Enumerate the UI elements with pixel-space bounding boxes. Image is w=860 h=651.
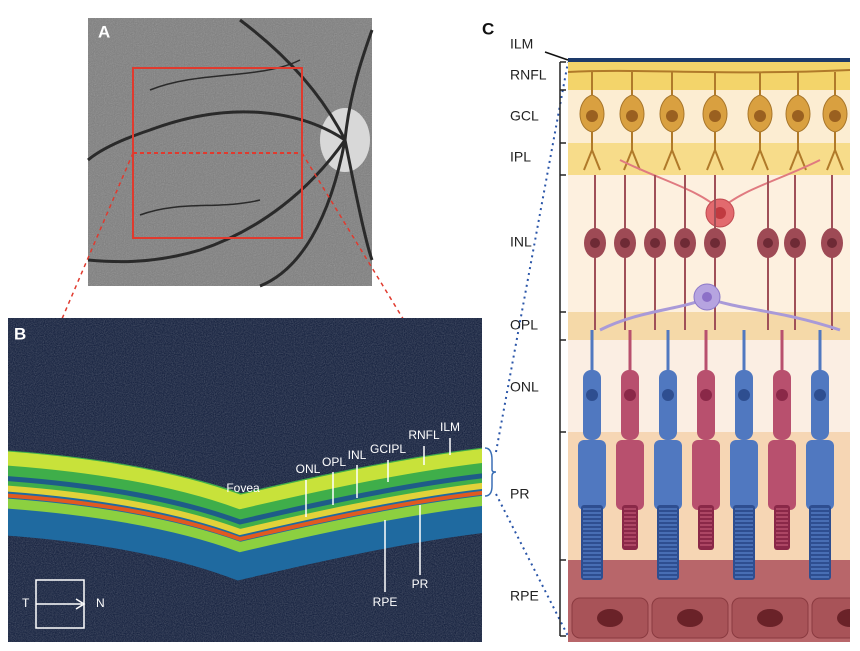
photoreceptor-body xyxy=(659,370,677,440)
layer-label: PR xyxy=(510,486,529,502)
nucleus xyxy=(792,110,804,122)
panel-label: A xyxy=(98,22,110,41)
photoreceptor-body xyxy=(773,370,791,440)
photoreceptor-body xyxy=(583,370,601,440)
layer-pointers xyxy=(305,438,451,592)
layer-label: OPL xyxy=(322,455,346,469)
nucleus xyxy=(666,110,678,122)
nucleus xyxy=(754,110,766,122)
fovea-label: Fovea xyxy=(226,481,260,495)
ilm-band xyxy=(568,58,850,62)
nucleus xyxy=(662,389,674,401)
nucleus xyxy=(586,389,598,401)
inner-segment xyxy=(692,440,720,510)
nucleus xyxy=(814,389,826,401)
outer-segment xyxy=(774,505,790,550)
layer-label: RNFL xyxy=(510,67,547,83)
connector xyxy=(495,61,569,453)
layer-label: ONL xyxy=(510,379,539,395)
oct-layers xyxy=(8,447,482,581)
outer-segment xyxy=(622,505,638,550)
layer-label: RNFL xyxy=(408,428,440,442)
orientation-label: N xyxy=(96,596,105,610)
nucleus xyxy=(590,238,600,248)
vessels xyxy=(87,18,374,288)
nucleus xyxy=(650,238,660,248)
layer-label: GCL xyxy=(510,108,539,124)
photoreceptor-body xyxy=(621,370,639,440)
ipl-band xyxy=(568,143,850,175)
layer-bracket xyxy=(559,61,566,637)
inner-segment xyxy=(616,440,644,510)
nucleus xyxy=(757,609,783,627)
nucleus xyxy=(702,292,712,302)
layer-label: RPE xyxy=(510,588,539,604)
layer-label: PR xyxy=(412,577,429,591)
nucleus xyxy=(677,609,703,627)
connector xyxy=(495,493,569,637)
connector xyxy=(301,152,481,446)
layer-label: OPL xyxy=(510,317,538,333)
nucleus xyxy=(714,207,726,219)
layer-label: ONL xyxy=(296,462,321,476)
nucleus xyxy=(624,389,636,401)
nucleus xyxy=(827,238,837,248)
nucleus xyxy=(709,110,721,122)
layer-label: INL xyxy=(510,234,532,250)
layer-label: ILM xyxy=(510,36,533,52)
orientation-arrowhead xyxy=(75,598,86,610)
layer-label: ILM xyxy=(440,420,460,434)
rpe-cell xyxy=(811,597,850,639)
fundus-panel: A xyxy=(87,18,374,288)
inner-segment xyxy=(654,440,682,510)
inner-segment xyxy=(806,440,834,510)
photoreceptor-body xyxy=(811,370,829,440)
nucleus xyxy=(763,238,773,248)
oct-panel: Fovea ONL OPL INL GCIPL RNFL ILM RPE PR … xyxy=(8,318,482,642)
layer-label: RPE xyxy=(373,595,398,609)
nucleus xyxy=(776,389,788,401)
layer-label: IPL xyxy=(510,149,531,165)
photoreceptor-body xyxy=(697,370,715,440)
inner-segment xyxy=(578,440,606,510)
nucleus xyxy=(829,110,841,122)
inner-segment xyxy=(768,440,796,510)
outer-segment xyxy=(698,505,714,550)
nucleus xyxy=(626,110,638,122)
region-bracket xyxy=(484,447,497,497)
rnfl-band xyxy=(568,62,850,90)
photoreceptor-body xyxy=(735,370,753,440)
orientation-label: T xyxy=(22,596,30,610)
nerve-fibers xyxy=(568,69,850,74)
nucleus xyxy=(738,389,750,401)
nucleus xyxy=(790,238,800,248)
retina-schematic xyxy=(568,58,850,642)
panel-label: C xyxy=(482,19,494,38)
nucleus xyxy=(710,238,720,248)
panel-label: B xyxy=(14,324,26,343)
nucleus xyxy=(700,389,712,401)
layer-label: GCIPL xyxy=(370,442,406,456)
nucleus xyxy=(620,238,630,248)
inner-segment xyxy=(730,440,758,510)
nucleus xyxy=(597,609,623,627)
nucleus xyxy=(680,238,690,248)
layer-label: INL xyxy=(348,448,367,462)
nucleus xyxy=(837,609,850,627)
nucleus xyxy=(586,110,598,122)
opl-band xyxy=(568,312,850,340)
label-leader xyxy=(544,51,569,61)
